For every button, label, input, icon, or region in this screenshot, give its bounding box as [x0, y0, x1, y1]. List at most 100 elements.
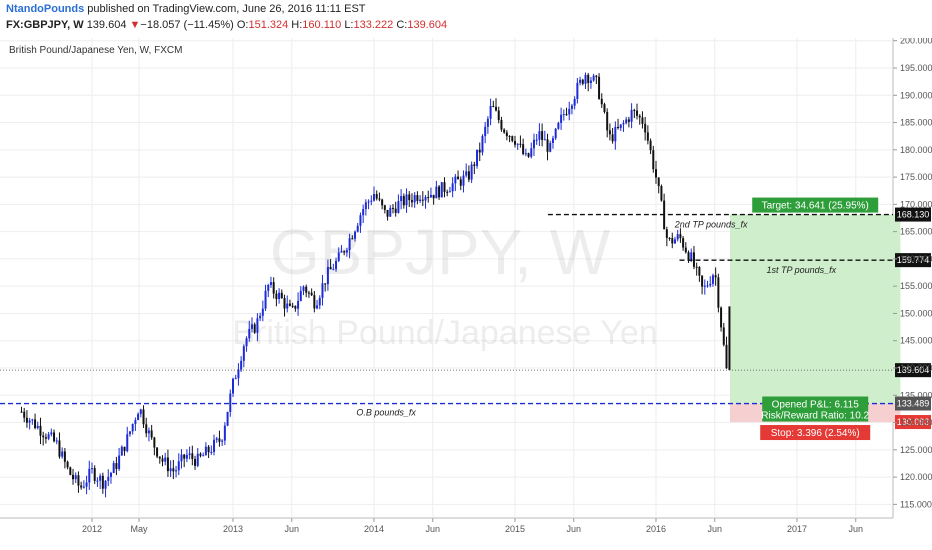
candle-up — [337, 252, 340, 261]
candle-down — [291, 305, 294, 307]
candle-up — [584, 74, 587, 84]
candle-down — [42, 435, 45, 438]
last-badge-text: 139.604 — [897, 365, 930, 375]
candle-up — [348, 238, 351, 251]
last-badge — [895, 363, 931, 378]
candle-up — [242, 346, 245, 361]
candle-up — [74, 475, 77, 480]
symbol-label[interactable]: FX:GBPJPY, W — [6, 19, 84, 31]
candle-down — [378, 198, 381, 200]
author-link[interactable]: NtandoPounds — [6, 3, 85, 15]
candle-up — [278, 292, 281, 300]
candle-up — [470, 164, 473, 180]
y-tick-label: 200.000 — [900, 38, 932, 46]
candle-down — [687, 252, 690, 261]
candle-up — [362, 209, 365, 216]
candle-down — [587, 74, 590, 84]
low-value: 133.222 — [353, 19, 394, 31]
candle-down — [655, 169, 657, 178]
pnl-label: Opened P&L: 6.115 — [772, 400, 860, 411]
candle-down — [294, 305, 297, 309]
candle-up — [61, 451, 64, 457]
stop-badge-text: 130.093 — [897, 417, 930, 427]
chart-title: British Pound/Japanese Yen, W, FXCM — [9, 45, 182, 56]
candle-down — [665, 229, 668, 238]
candle-down — [660, 186, 663, 201]
candle-down — [218, 438, 221, 442]
candle-down — [115, 463, 118, 469]
candle-up — [248, 328, 251, 339]
candle-up — [389, 207, 392, 217]
candle-up — [530, 148, 533, 157]
candle-down — [595, 75, 598, 77]
candle-up — [175, 470, 178, 472]
candle-up — [706, 285, 709, 287]
candle-up — [673, 239, 676, 244]
candle-down — [508, 136, 511, 138]
candle-down — [511, 136, 514, 141]
candle-down — [497, 110, 500, 121]
candle-up — [619, 124, 622, 129]
candle-down — [381, 199, 384, 206]
price-chart[interactable]: GBPJPY, W British Pound/Japanese Yen 168… — [0, 38, 932, 550]
candle-down — [644, 123, 647, 133]
candle-down — [565, 114, 568, 116]
candle-down — [636, 110, 639, 116]
candle-down — [253, 324, 256, 333]
ohlc-line: FX:GBPJPY, W 139.604 ▼−18.057 (−11.45%) … — [6, 19, 447, 31]
candle-down — [443, 182, 446, 192]
y-tick-label: 135.000 — [900, 390, 932, 400]
candle-down — [313, 295, 316, 309]
candle-down — [720, 307, 723, 328]
candle-up — [359, 215, 362, 226]
y-tick-label: 155.000 — [900, 281, 932, 291]
y-tick-label: 125.000 — [900, 445, 932, 455]
candle-up — [134, 420, 137, 424]
y-tick-label: 145.000 — [900, 336, 932, 346]
x-tick-label: Jun — [848, 524, 863, 534]
candle-up — [440, 182, 443, 198]
y-tick-label: 115.000 — [900, 499, 932, 509]
candle-up — [465, 171, 468, 176]
candle-up — [454, 176, 457, 184]
stop-badge — [895, 415, 931, 430]
candle-up — [180, 454, 183, 462]
candle-down — [432, 194, 435, 199]
candle-up — [551, 138, 554, 143]
candle-down — [519, 143, 522, 145]
candle-down — [492, 105, 495, 107]
candle-up — [221, 440, 224, 442]
candle-up — [177, 461, 180, 471]
candle-down — [153, 437, 156, 448]
candle-down — [608, 130, 611, 135]
candle-up — [676, 234, 679, 240]
candle-down — [505, 132, 508, 137]
candle-up — [413, 195, 416, 203]
candle-up — [614, 126, 617, 142]
candle-up — [354, 231, 357, 239]
candle-up — [484, 126, 487, 137]
y-tick-label: 180.000 — [900, 145, 932, 155]
y-tick-label: 185.000 — [900, 118, 932, 128]
candle-up — [345, 250, 348, 253]
candle-up — [516, 143, 519, 145]
tp2-label: 2nd TP pounds_fx — [674, 220, 748, 230]
candle-up — [229, 393, 232, 412]
candle-up — [215, 438, 218, 440]
y-tick-label: 160.000 — [900, 254, 932, 264]
y-tick-label: 170.000 — [900, 199, 932, 209]
candle-up — [316, 305, 319, 309]
y-axis: 115.000 120.000 125.000 130.000 135.000 140.0… — [893, 38, 932, 509]
chart-header: NtandoPounds published on TradingView.co… — [0, 0, 932, 38]
candle-up — [299, 290, 302, 301]
candle-up — [486, 118, 489, 127]
candle-up — [36, 425, 39, 428]
candle-down — [191, 453, 194, 460]
candle-down — [53, 432, 56, 442]
candle-down — [375, 194, 378, 199]
close-label: C: — [396, 19, 408, 31]
candle-up — [259, 315, 262, 319]
candle-down — [324, 283, 327, 285]
y-tick-label: 130.000 — [900, 418, 932, 428]
x-tick-label: 2017 — [787, 524, 807, 534]
